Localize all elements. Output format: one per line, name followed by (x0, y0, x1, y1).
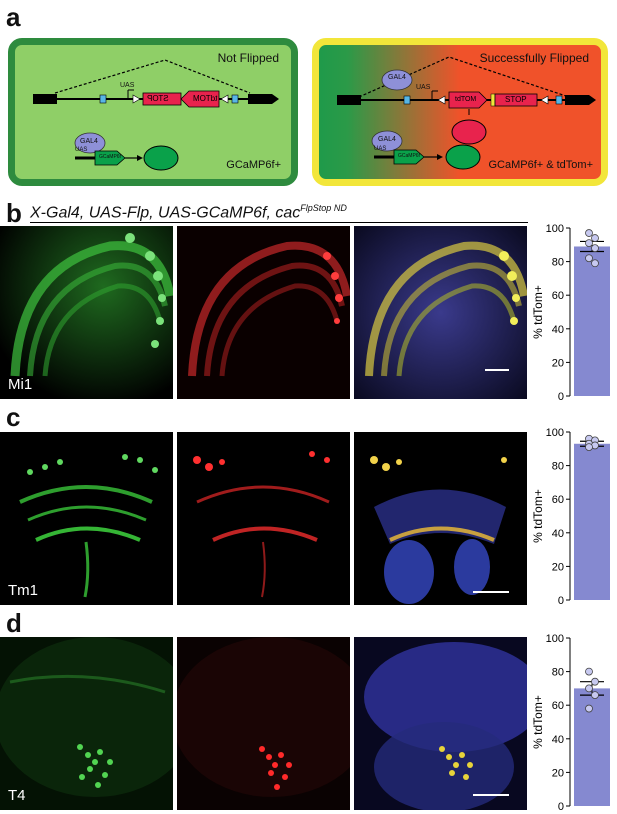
y-tick-label: 0 (558, 391, 564, 403)
t4-bar-chart: % tdTom+ 0 20 40 60 80 100 (532, 633, 610, 813)
tm1-tdtom-drawing (177, 432, 350, 605)
y-tick-label: 40 (552, 734, 564, 746)
y-tick-label: 80 (552, 257, 564, 269)
genotype-title: X-Gal4, UAS-Flp, UAS-GCaMP6f, cacFlpStop… (30, 203, 347, 222)
data-point (585, 443, 593, 452)
tm1-tdtom-image (177, 432, 350, 605)
t4-scale-bar (473, 794, 509, 796)
tdtom-label-forward: tdTOM (455, 96, 477, 103)
left-output-label: GCaMP6f+ (226, 159, 281, 171)
data-point (585, 684, 593, 693)
y-axis-label: % tdTom+ (532, 695, 545, 749)
genotype-text: X-Gal4, UAS-Flp, UAS-GCaMP6f, cac (30, 204, 301, 222)
flipped-title: Successfully Flipped (479, 51, 589, 65)
t4-tdtom-image (177, 637, 350, 810)
mi1-tdtom-drawing (177, 226, 350, 399)
bar (574, 246, 610, 396)
genotype-superscript: FlpStop ND (300, 203, 347, 213)
panel-label-a: a (6, 2, 21, 32)
t4-tdtom-drawing (177, 637, 350, 810)
tm1-label: Tm1 (8, 582, 38, 599)
mi1-gcamp-image: Mi1 (0, 226, 173, 399)
y-tick-label: 20 (552, 561, 564, 573)
y-tick-label: 80 (552, 667, 564, 679)
mi1-merge-drawing (354, 226, 527, 399)
data-point (591, 691, 599, 700)
data-point (585, 239, 593, 248)
data-point (585, 667, 593, 676)
data-point (585, 229, 593, 237)
flipped-box: Successfully Flipped GAL4 UAS tdTOM STOP… (312, 38, 608, 186)
data-point (585, 704, 593, 713)
y-tick-label: 0 (558, 595, 564, 607)
t4-merge-drawing (354, 637, 527, 810)
tm1-merge-image (354, 432, 527, 605)
mi1-label: Mi1 (8, 376, 33, 393)
mi1-gcamp-drawing (0, 226, 173, 399)
y-axis-label: % tdTom+ (532, 489, 545, 543)
panel-label-d: d (6, 608, 22, 638)
not-flipped-title: Not Flipped (217, 51, 279, 65)
not-flipped-construct-diagram (33, 59, 279, 171)
data-point (585, 254, 593, 263)
mi1-scale-bar (485, 369, 509, 371)
y-tick-label: 100 (546, 223, 564, 235)
y-tick-label: 40 (552, 324, 564, 336)
y-tick-label: 60 (552, 290, 564, 302)
y-tick-label: 100 (546, 427, 564, 439)
flipped-construct-diagram (337, 56, 596, 170)
mi1-merge-image (354, 226, 527, 399)
data-point (591, 259, 599, 268)
y-tick-label: 0 (558, 801, 564, 813)
y-axis-label: % tdTom+ (532, 285, 545, 339)
data-point (591, 244, 599, 253)
right-output-label: GCaMP6f+ & tdTom+ (488, 159, 593, 171)
genotype-underline (30, 222, 528, 223)
panel-label-b: b (6, 198, 22, 228)
panel-label-c: c (6, 402, 21, 432)
bar (574, 443, 610, 600)
t4-gcamp-drawing (0, 637, 173, 810)
y-tick-label: 60 (552, 700, 564, 712)
y-tick-label: 20 (552, 767, 564, 779)
data-point (591, 677, 599, 686)
not-flipped-box: Not Flipped UAS STOP tdTOM GAL4 UAS GCaM… (8, 38, 298, 186)
t4-merge-image (354, 637, 527, 810)
mi1-bar-chart: % tdTom+ 0 20 40 60 80 100 (532, 223, 610, 403)
tm1-scale-bar (473, 591, 509, 593)
tdtom-label-reversed: tdTOM (193, 94, 218, 103)
gcamp-label-2: GCaMP6f (398, 153, 420, 159)
tm1-merge-drawing (354, 432, 527, 605)
gcamp-label-1: GCaMP6f (99, 154, 121, 160)
gal4-label-3: GAL4 (378, 136, 396, 143)
stop-label-reversed: STOP (147, 94, 169, 103)
t4-gcamp-image: T4 (0, 637, 173, 810)
gal4-label-2: GAL4 (388, 74, 406, 81)
data-point (591, 234, 599, 242)
bar (574, 688, 610, 806)
y-tick-label: 80 (552, 461, 564, 473)
y-tick-label: 40 (552, 528, 564, 540)
y-tick-label: 20 (552, 357, 564, 369)
tm1-bar-chart: % tdTom+ 0 20 40 60 80 100 (532, 427, 610, 607)
gal4-label-1: GAL4 (80, 138, 98, 145)
mi1-tdtom-image (177, 226, 350, 399)
y-tick-label: 60 (552, 494, 564, 506)
stop-label-forward: STOP (505, 95, 527, 104)
tm1-gcamp-image: Tm1 (0, 432, 173, 605)
tm1-gcamp-drawing (0, 432, 173, 605)
t4-label: T4 (8, 787, 26, 804)
uas-label-2: UAS (75, 147, 88, 153)
uas-label-1: UAS (120, 82, 135, 89)
y-tick-label: 100 (546, 633, 564, 645)
uas-label-3: UAS (416, 84, 431, 91)
uas-label-4: UAS (374, 146, 387, 152)
